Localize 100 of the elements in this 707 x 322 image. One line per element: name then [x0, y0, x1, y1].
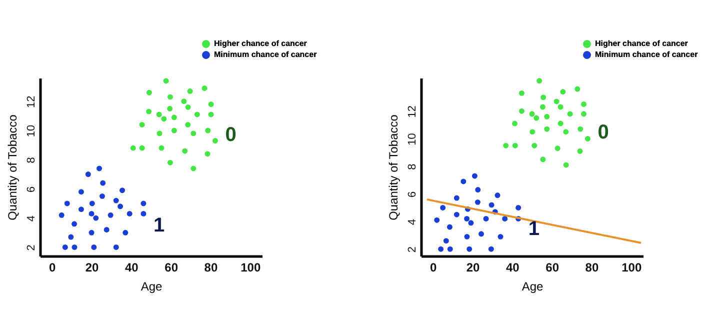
point: [100, 193, 105, 199]
point: [78, 206, 84, 212]
point: [139, 122, 145, 128]
point: [534, 115, 540, 121]
y-tick-label: 10: [26, 124, 38, 138]
annotation: 0: [598, 122, 609, 144]
point: [208, 112, 214, 118]
point: [483, 216, 489, 222]
point: [163, 78, 169, 84]
point: [544, 114, 550, 120]
point: [577, 148, 583, 154]
point: [503, 142, 509, 148]
point: [478, 231, 484, 237]
point: [68, 234, 74, 240]
point: [140, 200, 146, 206]
point: [58, 212, 64, 218]
point: [167, 160, 173, 166]
point: [212, 138, 218, 144]
point: [554, 98, 560, 104]
x-tick-label: 80: [204, 260, 218, 274]
point: [536, 78, 542, 84]
legend-label: Higher chance of cancer: [595, 39, 688, 48]
point: [113, 198, 119, 204]
point: [146, 108, 152, 114]
point: [185, 122, 191, 128]
point: [518, 90, 524, 96]
point: [64, 200, 70, 206]
point: [468, 220, 474, 226]
point: [100, 180, 106, 186]
point: [460, 178, 466, 184]
point: [563, 129, 569, 135]
point: [72, 221, 78, 227]
point: [205, 128, 211, 134]
point: [194, 112, 200, 118]
point: [208, 102, 214, 107]
point: [130, 145, 136, 151]
point: [182, 148, 188, 154]
x-tick-label: 60: [546, 260, 560, 274]
point: [91, 244, 97, 250]
point: [140, 210, 146, 216]
point: [498, 234, 504, 240]
point: [540, 156, 546, 162]
point: [122, 230, 128, 236]
point: [146, 90, 152, 96]
point: [544, 126, 550, 132]
point: [85, 172, 91, 178]
point: [113, 244, 119, 250]
point: [466, 246, 472, 252]
point: [88, 230, 94, 236]
point: [72, 244, 78, 250]
point: [78, 189, 84, 195]
y-axis-title: Quantity of Tobacco: [6, 114, 20, 220]
point: [475, 187, 481, 192]
point: [434, 217, 440, 223]
point: [474, 199, 480, 205]
point: [126, 210, 132, 216]
point: [161, 116, 167, 122]
point: [139, 145, 145, 151]
x-axis-title: Age: [522, 280, 544, 294]
point: [156, 112, 162, 118]
point: [494, 192, 500, 198]
point: [502, 216, 508, 222]
legend-label: Higher chance of cancer: [214, 39, 307, 48]
point: [62, 244, 68, 250]
point: [563, 162, 569, 168]
point: [580, 111, 586, 117]
point: [447, 224, 452, 230]
point: [440, 204, 446, 210]
y-tick-label: 2: [26, 244, 38, 251]
y-tick-label: 12: [26, 96, 38, 108]
y-tick-label: 4: [406, 218, 418, 226]
point: [185, 104, 191, 110]
point: [108, 212, 114, 218]
point: [443, 238, 449, 244]
x-tick-label: 20: [466, 260, 480, 274]
point: [529, 111, 535, 117]
y-tick-label: 8: [26, 157, 38, 164]
point: [540, 104, 546, 110]
point: [181, 98, 187, 104]
y-tick-label: 10: [406, 133, 418, 146]
x-tick-label: 0: [430, 260, 438, 274]
point: [472, 173, 478, 179]
x-tick-label: 80: [585, 260, 599, 274]
point: [584, 136, 590, 142]
point: [88, 210, 94, 216]
point: [104, 227, 110, 232]
point: [580, 101, 586, 107]
point: [554, 146, 560, 152]
point: [96, 166, 102, 172]
x-tick-label: 0: [49, 260, 56, 274]
y-tick-label: 8: [406, 164, 418, 170]
point: [532, 142, 538, 148]
point: [558, 104, 564, 110]
x-tick-label: 40: [125, 260, 139, 274]
point: [488, 246, 494, 252]
point: [567, 111, 573, 117]
point: [516, 204, 522, 210]
y-tick-label: 12: [406, 105, 418, 118]
point: [512, 142, 518, 148]
point: [202, 85, 208, 91]
